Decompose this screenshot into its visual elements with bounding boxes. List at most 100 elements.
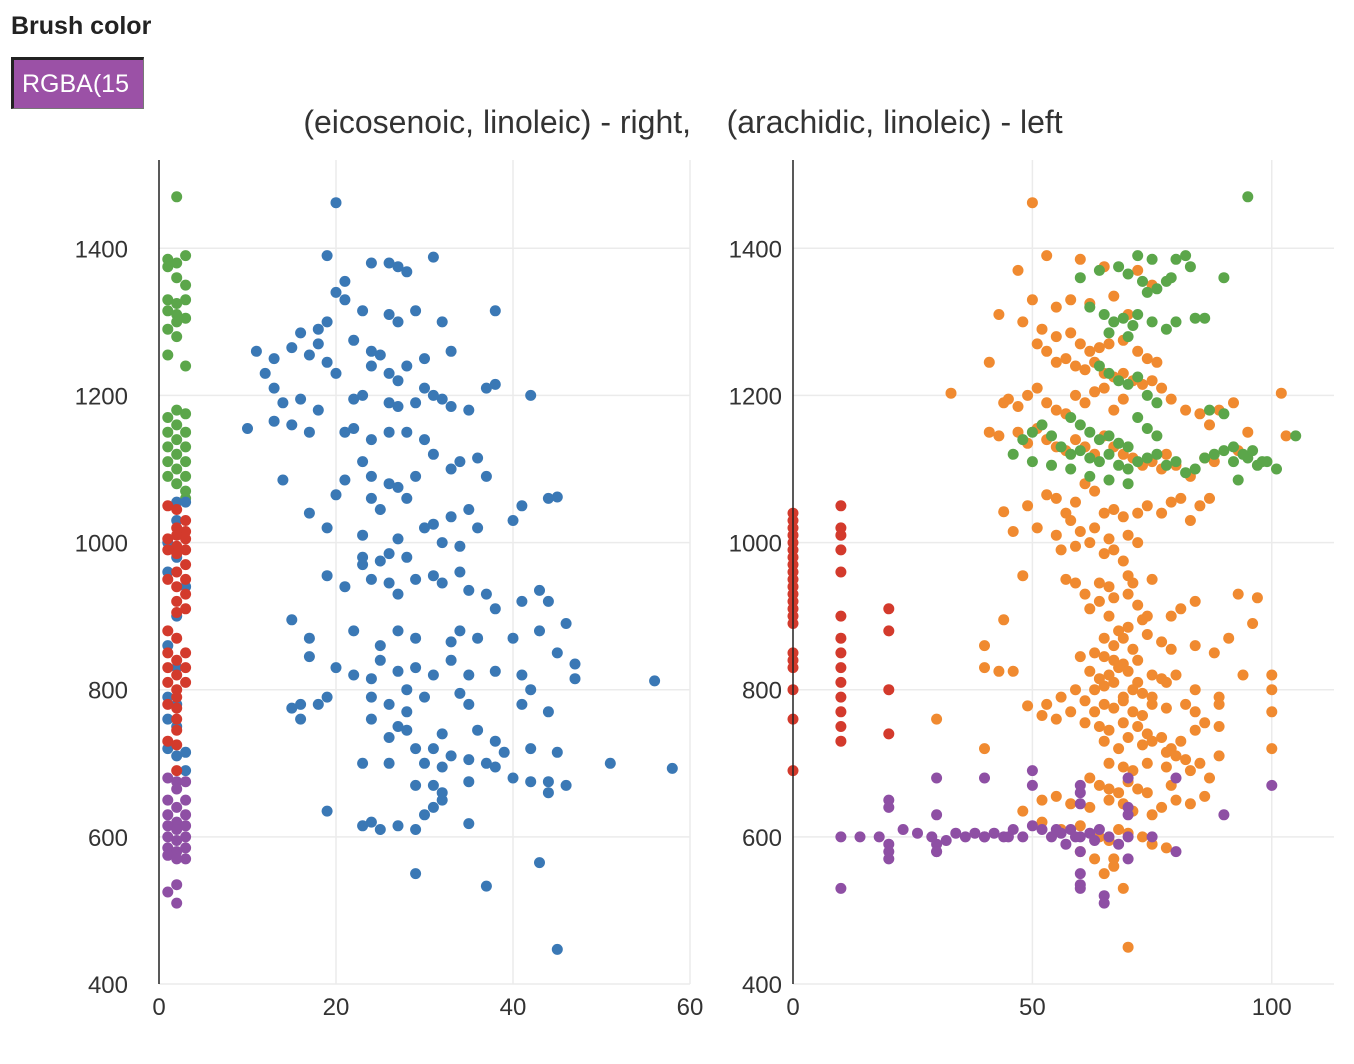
data-point bbox=[1031, 382, 1043, 394]
data-point bbox=[365, 470, 377, 482]
data-point bbox=[979, 831, 990, 843]
data-point bbox=[383, 367, 395, 379]
data-point bbox=[1050, 713, 1062, 725]
data-point bbox=[180, 470, 192, 482]
data-point bbox=[1074, 798, 1086, 810]
data-point bbox=[463, 818, 475, 830]
data-point bbox=[1156, 636, 1168, 648]
data-point bbox=[534, 625, 545, 637]
data-point bbox=[1089, 853, 1101, 865]
data-point bbox=[1132, 456, 1144, 468]
data-point bbox=[180, 456, 192, 468]
data-point bbox=[171, 801, 183, 813]
data-point bbox=[1065, 327, 1077, 339]
data-point bbox=[835, 610, 847, 622]
data-point bbox=[419, 522, 430, 534]
data-point bbox=[1141, 286, 1153, 298]
data-point bbox=[392, 721, 404, 732]
data-point bbox=[330, 662, 342, 674]
data-point bbox=[180, 294, 192, 306]
data-point bbox=[1103, 430, 1115, 442]
data-point bbox=[940, 835, 952, 846]
data-point bbox=[1199, 717, 1211, 729]
data-point bbox=[357, 456, 369, 468]
data-point bbox=[180, 588, 192, 600]
data-point bbox=[339, 581, 351, 593]
data-point bbox=[1017, 434, 1029, 446]
data-point bbox=[1074, 820, 1086, 832]
data-point bbox=[1098, 382, 1110, 394]
data-point bbox=[1151, 430, 1163, 442]
data-point bbox=[427, 389, 439, 401]
data-point bbox=[1266, 743, 1278, 755]
data-point bbox=[401, 360, 413, 372]
data-point bbox=[383, 397, 395, 409]
data-point bbox=[1228, 441, 1239, 453]
data-point bbox=[162, 886, 174, 898]
data-point bbox=[365, 673, 377, 685]
data-point bbox=[1108, 702, 1120, 714]
data-point bbox=[321, 250, 333, 262]
data-point bbox=[1074, 338, 1086, 350]
chart-title: (eicosenoic, linoleic) - right, (arachid… bbox=[303, 104, 1062, 140]
data-point bbox=[1132, 507, 1144, 519]
data-point bbox=[303, 349, 315, 361]
data-point bbox=[1093, 456, 1105, 468]
data-point bbox=[392, 401, 404, 412]
data-point bbox=[979, 662, 990, 674]
data-point bbox=[1074, 882, 1086, 894]
data-point bbox=[180, 794, 192, 806]
data-point bbox=[1247, 445, 1259, 457]
data-point bbox=[171, 691, 183, 703]
data-point bbox=[1122, 853, 1134, 865]
data-point bbox=[1165, 496, 1177, 508]
data-point bbox=[180, 441, 192, 453]
y-tick-label: 600 bbox=[88, 825, 128, 852]
data-point bbox=[180, 496, 192, 508]
data-point bbox=[348, 669, 360, 681]
data-point bbox=[1189, 684, 1201, 696]
data-point bbox=[180, 250, 192, 262]
data-point bbox=[171, 654, 183, 666]
data-point bbox=[321, 356, 333, 368]
data-point bbox=[365, 360, 377, 372]
data-point bbox=[1170, 750, 1182, 762]
data-point bbox=[268, 353, 280, 365]
brush-color-picker-button[interactable]: RGBA(15 bbox=[11, 57, 144, 109]
data-point bbox=[180, 746, 192, 758]
data-point bbox=[1084, 426, 1096, 438]
data-point bbox=[1046, 430, 1057, 442]
x-tick-label: 20 bbox=[323, 994, 350, 1021]
data-point bbox=[854, 831, 866, 843]
data-point bbox=[542, 787, 554, 799]
data-point bbox=[436, 761, 448, 773]
data-point bbox=[1050, 790, 1062, 802]
data-point bbox=[1041, 397, 1053, 409]
data-point bbox=[392, 316, 404, 328]
data-point bbox=[1117, 555, 1129, 567]
data-point bbox=[1103, 757, 1115, 769]
data-point bbox=[1084, 301, 1096, 313]
data-point bbox=[480, 588, 492, 600]
data-point bbox=[873, 831, 885, 843]
data-point bbox=[392, 665, 404, 677]
data-point bbox=[365, 434, 377, 446]
data-point bbox=[525, 684, 537, 696]
data-point bbox=[1022, 700, 1034, 712]
data-point bbox=[330, 286, 342, 298]
data-point bbox=[1089, 485, 1101, 497]
data-point bbox=[1132, 345, 1144, 357]
data-point bbox=[383, 257, 395, 269]
data-point bbox=[1180, 404, 1192, 416]
data-point bbox=[507, 632, 519, 644]
data-point bbox=[1065, 463, 1077, 475]
data-point bbox=[1213, 698, 1225, 710]
data-point bbox=[983, 356, 995, 368]
data-point bbox=[1122, 588, 1134, 600]
data-point bbox=[1036, 794, 1048, 806]
data-point bbox=[1070, 360, 1081, 372]
data-point bbox=[1046, 459, 1057, 471]
data-point bbox=[171, 724, 183, 736]
data-point bbox=[993, 665, 1005, 677]
data-point bbox=[1113, 662, 1125, 674]
